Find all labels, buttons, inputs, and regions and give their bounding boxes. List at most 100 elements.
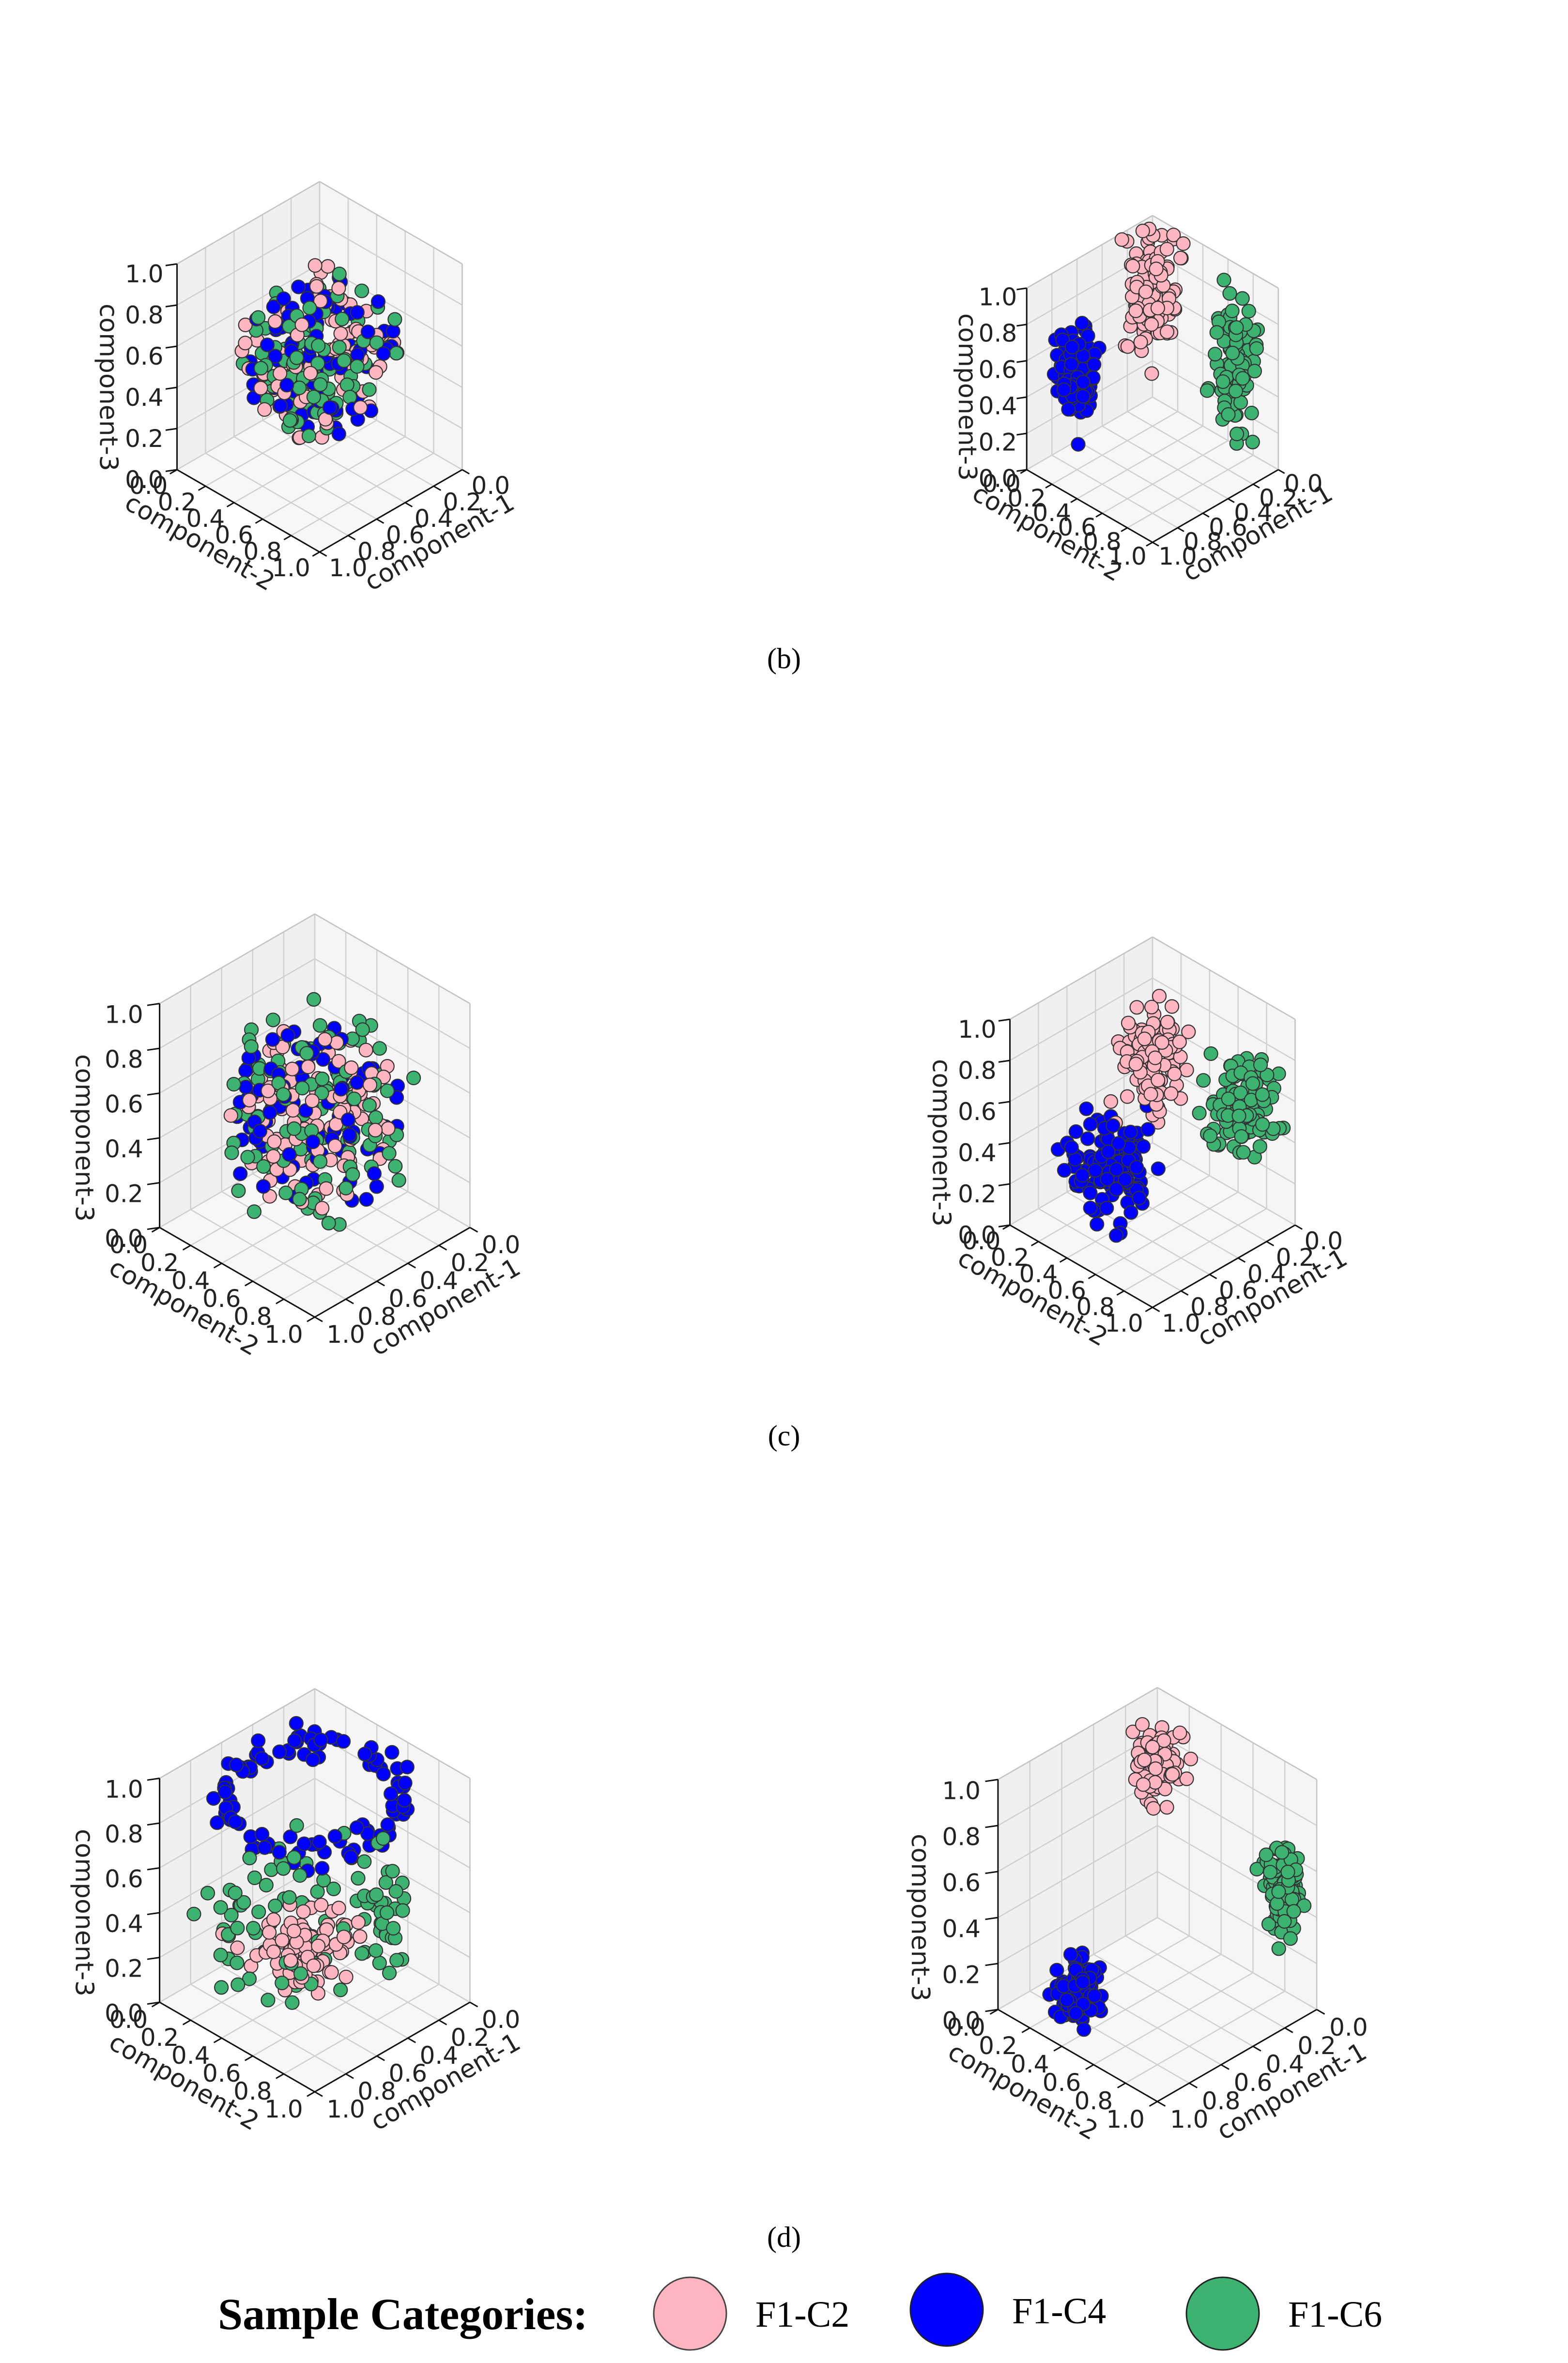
z-tick	[998, 1101, 1010, 1104]
point-f1-c4	[359, 1192, 374, 1207]
point-f1-c6	[389, 346, 404, 361]
y-tick-label: 0.8	[1076, 1293, 1115, 1321]
panels-group: 0.00.00.00.20.20.20.40.40.40.60.60.60.80…	[70, 181, 1372, 2146]
z-tick	[147, 1957, 160, 1960]
point-f1-c4	[1083, 1200, 1098, 1215]
grid-line	[1127, 411, 1254, 485]
z-tick	[165, 345, 177, 349]
z-axis-title: component-3	[70, 1054, 99, 1222]
x-axis-line	[998, 2009, 1158, 2102]
y-tick	[307, 2091, 315, 2097]
point-f1-c2	[1129, 1000, 1144, 1015]
z-tick-label: 0.8	[105, 1045, 143, 1074]
point-f1-c6	[376, 1831, 391, 1846]
grid-line	[221, 1948, 377, 2039]
point-f1-c4	[1106, 1118, 1121, 1133]
point-f1-c6	[224, 1145, 239, 1160]
grid-line	[159, 1003, 315, 1094]
point-f1-c4	[272, 1845, 287, 1860]
y-tick	[312, 551, 320, 557]
point-f1-c6	[312, 1154, 328, 1169]
grid-line	[1076, 440, 1203, 514]
point-f1-c6	[230, 1955, 245, 1970]
point-f1-c4	[342, 1127, 357, 1142]
y-tick-label: 0.6	[202, 1285, 241, 1313]
z-tick	[1016, 360, 1027, 363]
grid-line	[1152, 396, 1279, 471]
point-f1-c4	[279, 378, 294, 393]
panel-b-left: 0.00.00.00.20.20.20.40.40.40.60.60.60.80…	[94, 181, 519, 597]
grid-line	[1009, 977, 1153, 1061]
point-f1-c4	[1132, 1191, 1147, 1206]
grid-line	[221, 1191, 377, 1282]
point-f1-c4	[1075, 316, 1090, 331]
point-f1-c2	[327, 1138, 343, 1153]
z-tick-label: 0.8	[105, 1820, 143, 1848]
grid-line	[1157, 1733, 1317, 1826]
grid-line	[1093, 1972, 1254, 2066]
z-tick-label: 0.6	[958, 1098, 997, 1126]
z-tick-label: 0.2	[105, 1955, 143, 1983]
point-f1-c4	[305, 1752, 321, 1767]
z-tick	[985, 1963, 999, 1966]
point-f1-c6	[230, 1920, 245, 1935]
point-f1-c6	[1209, 325, 1224, 340]
point-f1-c6	[289, 1818, 304, 1833]
point-f1-c4	[400, 1760, 415, 1775]
point-f1-c6	[388, 1159, 403, 1174]
x-tick	[1253, 483, 1260, 489]
z-tick	[165, 263, 177, 266]
point-f1-c6	[265, 1013, 281, 1028]
point-f1-c6	[1221, 407, 1236, 422]
point-f1-c4	[397, 1793, 412, 1808]
point-f1-c2	[294, 317, 309, 332]
point-f1-c2	[266, 1912, 281, 1927]
point-f1-c6	[213, 1900, 228, 1915]
point-f1-c2	[266, 1944, 281, 1959]
point-f1-c4	[283, 1829, 298, 1844]
point-f1-c6	[333, 1982, 348, 1997]
point-f1-c6	[332, 340, 347, 355]
scatter-points	[186, 1716, 415, 2010]
point-f1-c2	[242, 1092, 257, 1107]
z-tick-label: 0.2	[958, 1180, 997, 1208]
y-tick	[1117, 2082, 1126, 2088]
scatter-points	[234, 258, 405, 445]
point-f1-c4	[370, 294, 386, 309]
y-tick-label: 0.4	[171, 1267, 210, 1295]
y-tick-label: 0.4	[1019, 1260, 1058, 1288]
point-f1-c6	[214, 1980, 229, 1995]
y-tick-label: 0.4	[186, 505, 225, 533]
point-f1-c4	[1123, 1205, 1138, 1220]
legend-title: Sample Categories:	[218, 2289, 588, 2339]
z-tick	[147, 1912, 160, 1916]
pane-edge	[159, 1688, 315, 1779]
point-f1-c4	[343, 1850, 358, 1865]
grid-line	[283, 1209, 439, 1300]
x-tick	[376, 1280, 385, 1287]
x-tick	[1177, 527, 1184, 532]
point-f1-c4	[331, 426, 346, 442]
point-f1-c4	[206, 1791, 221, 1806]
point-f1-c6	[1199, 383, 1214, 398]
panel-c-right: 0.00.00.00.20.20.20.40.40.40.60.60.60.80…	[927, 936, 1352, 1352]
point-f1-c6	[246, 1921, 261, 1936]
y-axis-line	[1152, 1224, 1296, 1308]
x-tick-label: 0.8	[1184, 528, 1222, 556]
y-tick	[1045, 483, 1052, 489]
x-tick-label: 1.0	[329, 554, 368, 582]
point-f1-c6	[351, 1871, 366, 1886]
grid-line	[319, 222, 463, 306]
z-tick-label: 0.2	[105, 1180, 143, 1208]
y-tick	[213, 2037, 222, 2043]
point-f1-c2	[1159, 1800, 1174, 1815]
panel-b-right: 0.00.00.00.20.20.20.40.40.40.60.60.60.80…	[953, 215, 1337, 587]
point-f1-c4	[384, 1786, 399, 1801]
z-tick-label: 0.4	[942, 1915, 981, 1943]
point-f1-c6	[282, 1890, 297, 1905]
point-f1-c2	[1144, 999, 1159, 1014]
x-tick	[407, 2037, 416, 2043]
point-f1-c4	[1123, 1124, 1138, 1139]
x-tick-label: 0.8	[1202, 2087, 1241, 2115]
